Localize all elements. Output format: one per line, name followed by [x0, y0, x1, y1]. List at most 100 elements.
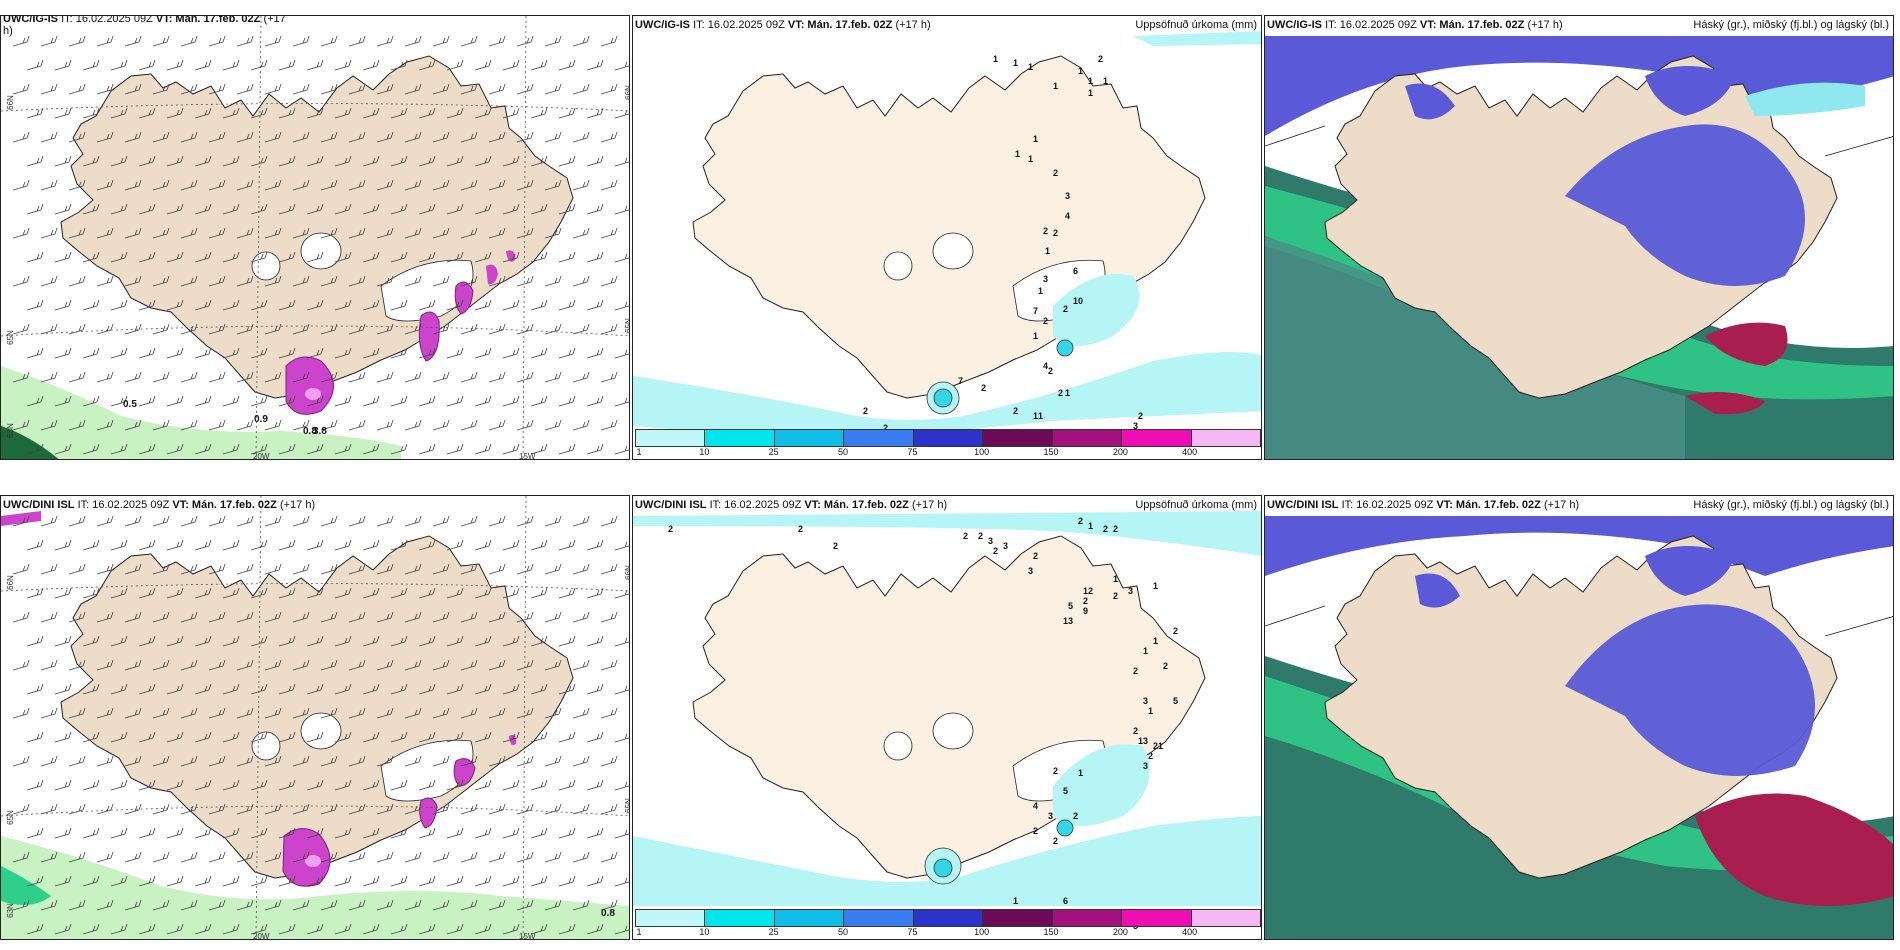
precip-value: 3: [988, 536, 994, 546]
legend-swatch: [774, 910, 845, 926]
precip-value: 13: [1063, 616, 1074, 626]
gust-value: 0.9: [254, 414, 268, 425]
precip-value: 2: [993, 546, 999, 556]
precip-value: 3: [1143, 696, 1149, 706]
panel-title: UWC/DINI ISL IT: 16.02.2025 09Z VT: Mán.…: [1267, 499, 1580, 511]
gust-value: 0.8: [303, 426, 317, 437]
precip-value: 2: [978, 531, 984, 541]
precip-value: 1: [1088, 76, 1094, 86]
wind-map: [1, 16, 629, 459]
lon-label: 20W: [253, 932, 270, 940]
legend-swatch: [1052, 910, 1123, 926]
legend-swatch: [983, 910, 1053, 926]
precip-value: 10: [1073, 296, 1084, 306]
precip-value: 1: [1033, 411, 1039, 421]
legend-tick: 100: [974, 447, 990, 457]
precip-value: 2: [1043, 226, 1049, 236]
legend-tick: 75: [907, 447, 918, 457]
wind-map: [1, 496, 629, 939]
precip-value: 5: [1173, 696, 1179, 706]
legend-swatch: [844, 910, 914, 926]
lat-label: 65N: [623, 318, 630, 333]
gust-area-sea: [1, 366, 401, 459]
lat-label: 66N: [623, 565, 630, 580]
panel-title: UWC/DINI ISL IT: 16.02.2025 09Z VT: Mán.…: [3, 499, 316, 511]
precip-value: 1: [1028, 62, 1034, 72]
cloud-map: [1265, 16, 1893, 459]
precip-value: 3: [1003, 541, 1009, 551]
precip-value: 1: [1033, 331, 1039, 341]
cloud-map: [1265, 496, 1893, 939]
precip-value: 1: [1013, 896, 1019, 906]
precip-value: 2: [883, 423, 889, 433]
precip-value: 3: [1133, 421, 1139, 431]
precip-value: 2: [1098, 54, 1104, 64]
legend-swatch: [844, 430, 914, 446]
legend-swatch: [1191, 430, 1260, 446]
cloud-high: [1265, 516, 1893, 576]
precip-value: 2: [668, 524, 674, 534]
precip-value: 2: [1013, 406, 1019, 416]
legend-tick: 150: [1043, 927, 1059, 937]
precip-value: 2: [1133, 726, 1139, 736]
precip-value: 1: [1028, 154, 1034, 164]
lat-label: 66N: [5, 575, 15, 590]
lat-label: 63N: [5, 903, 15, 918]
precip-value: 2: [981, 383, 987, 393]
precip-area: [633, 511, 1261, 556]
gust-spot: [282, 828, 331, 887]
top-precip-panel: UWC/IG-IS IT: 16.02.2025 09Z VT: Mán. 17…: [632, 15, 1262, 460]
precip-value: 12: [1083, 586, 1094, 596]
precip-value: 5: [1063, 786, 1069, 796]
panel-title: UWC/DINI ISL IT: 16.02.2025 09Z VT: Mán.…: [635, 499, 948, 511]
precip-value: 1: [1013, 58, 1019, 68]
legend-tick: 150: [1043, 447, 1059, 457]
lon-label: 15W: [519, 452, 536, 460]
legend-tick: 200: [1112, 447, 1128, 457]
gust-area-sea: [1, 836, 629, 939]
top-wind-panel: UWC/IG-IS IT: 16.02.2025 09Z VT: Mán. 17…: [0, 15, 630, 460]
lat-label: 66N: [5, 95, 15, 110]
wind-barbs: [12, 515, 629, 935]
gust-value: 0.5: [123, 399, 137, 410]
precip-value: 2: [1033, 826, 1039, 836]
precip-value: 6: [1073, 266, 1079, 276]
precip-value: 1: [1143, 646, 1149, 656]
precip-value: 2: [1053, 168, 1059, 178]
legend-tick: 25: [768, 927, 779, 937]
legend-bar: [635, 429, 1261, 447]
precip-map: [633, 496, 1261, 939]
legend-swatch: [636, 430, 706, 446]
legend-bar: [635, 909, 1261, 927]
legend-tick: 25: [768, 447, 779, 457]
legend-swatch: [1122, 910, 1192, 926]
panel-subtitle: Háský (gr.), miðský (fj.bl.) og lágský (…: [1693, 499, 1889, 511]
legend-swatch: [1122, 430, 1192, 446]
legend-tick: 200: [1112, 927, 1128, 937]
precip-value: 3: [1043, 274, 1049, 284]
lat-label: 65N: [623, 798, 630, 813]
lat-label: 65N: [5, 810, 15, 825]
precip-value: 1: [1088, 88, 1094, 98]
precip-value: 1: [1103, 76, 1109, 86]
legend-swatch: [913, 910, 984, 926]
legend-swatch: [774, 430, 845, 446]
lon-label: 20W: [253, 452, 270, 460]
legend-swatch: [913, 430, 984, 446]
precip-value: 4: [1065, 211, 1071, 221]
precip-value: 3: [1128, 586, 1134, 596]
panel-title: UWC/IG-IS IT: 16.02.2025 09Z VT: Mán. 17…: [3, 15, 286, 37]
legend-tick: 10: [699, 447, 710, 457]
precip-value: 2: [1073, 811, 1079, 821]
precip-value: 6: [1063, 896, 1069, 906]
cloud-high: [1265, 36, 1893, 136]
precip-value: 5: [1068, 601, 1074, 611]
precip-value: 2: [1113, 524, 1119, 534]
precip-value: 3: [1065, 191, 1071, 201]
precip-value: 1: [1088, 521, 1094, 531]
precip-value: 2: [1163, 661, 1169, 671]
precip-value: 2: [963, 531, 969, 541]
precip-value: 1: [1153, 581, 1159, 591]
panel-subtitle: Uppsöfnuð úrkoma (mm): [1135, 19, 1257, 31]
precip-value: 4: [1043, 361, 1049, 371]
